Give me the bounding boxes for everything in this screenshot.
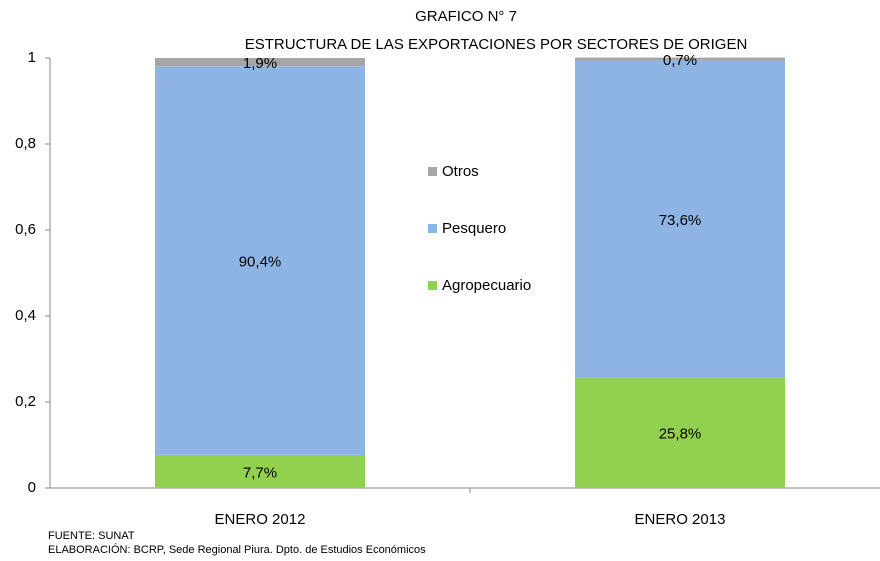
bar-segment [575, 60, 785, 378]
legend-swatch [428, 167, 437, 176]
y-tick-label: 1 [28, 49, 36, 66]
bar-segment [155, 454, 365, 488]
x-tick-label: ENERO 2013 [635, 511, 726, 528]
x-tick-label: ENERO 2012 [215, 511, 306, 528]
y-tick-label: 0 [28, 479, 36, 496]
data-label: 73,6% [659, 212, 702, 229]
data-label: 90,4% [239, 253, 282, 270]
chart-title: GRAFICO N° 7 [415, 8, 517, 25]
bar-segment [575, 377, 785, 488]
y-tick-label: 0,2 [15, 393, 36, 410]
legend-label: Pesquero [442, 220, 506, 237]
legend-label: Agropecuario [442, 277, 531, 294]
legend-swatch [428, 281, 437, 290]
data-label: 1,9% [243, 55, 277, 72]
chart-subtitle: ESTRUCTURA DE LAS EXPORTACIONES POR SECT… [245, 36, 748, 53]
data-label: 7,7% [243, 464, 277, 481]
y-tick-label: 0,8 [15, 135, 36, 152]
bar-segment [155, 66, 365, 455]
credit-note: ELABORACIÓN: BCRP, Sede Regional Piura. … [48, 543, 426, 556]
data-label: 0,7% [663, 52, 697, 69]
legend-label: Otros [442, 163, 479, 180]
bar-segment [575, 57, 785, 61]
legend-swatch [428, 224, 437, 233]
y-tick-label: 0,6 [15, 221, 36, 238]
bar-segment [155, 58, 365, 67]
y-tick-label: 0,4 [15, 307, 36, 324]
data-label: 25,8% [659, 425, 702, 442]
source-note: FUENTE: SUNAT [48, 530, 135, 542]
